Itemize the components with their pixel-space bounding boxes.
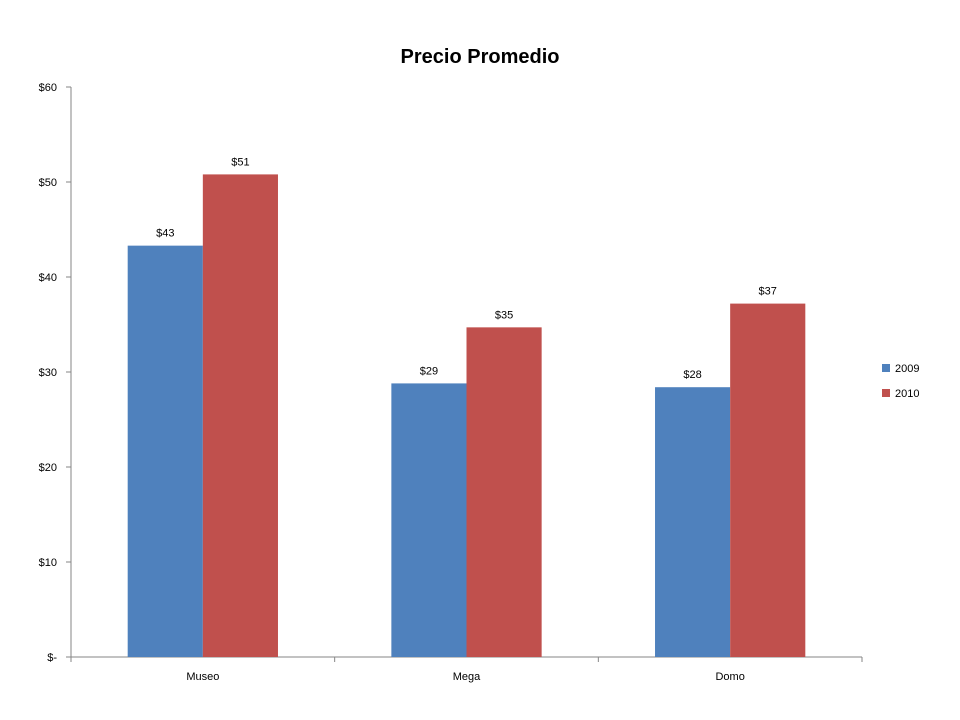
y-tick-label: $20: [39, 462, 57, 474]
legend-label: 2009: [895, 363, 919, 375]
legend-swatch: [882, 364, 890, 372]
data-label: $29: [420, 365, 438, 377]
y-tick-label: $50: [39, 177, 57, 189]
y-tick-label: $-: [47, 652, 57, 664]
x-tick-label: Mega: [453, 671, 481, 683]
x-axis-ticks: Museo Mega Domo: [70, 657, 863, 683]
legend-swatch: [882, 389, 890, 397]
y-tick-label: $60: [39, 82, 57, 94]
bar-2010-mega: [466, 327, 542, 657]
data-label: $37: [759, 286, 777, 298]
y-axis-ticks: $- $10 $20 $30 $40 $50 $60: [39, 82, 71, 664]
legend: 2009 2010: [882, 363, 919, 400]
data-label: $43: [156, 228, 174, 240]
data-label: $28: [683, 369, 701, 381]
y-tick-label: $10: [39, 557, 57, 569]
x-tick-label: Museo: [186, 671, 219, 683]
bar-2010-museo: [202, 174, 278, 657]
y-tick-label: $40: [39, 272, 57, 284]
bar-2010-domo: [730, 303, 806, 657]
y-tick-label: $30: [39, 367, 57, 379]
data-label: $35: [495, 309, 513, 321]
data-label: $51: [231, 156, 249, 168]
data-labels-group: $43 $51 $29 $35 $28 $37: [156, 156, 777, 381]
bar-2009-domo: [655, 387, 731, 657]
bar-2009-mega: [391, 383, 467, 657]
x-tick-label: Domo: [715, 671, 744, 683]
legend-label: 2010: [895, 388, 919, 400]
chart-title: Precio Promedio: [401, 46, 560, 68]
bar-2009-museo: [127, 245, 203, 657]
bars-group: [127, 174, 806, 657]
